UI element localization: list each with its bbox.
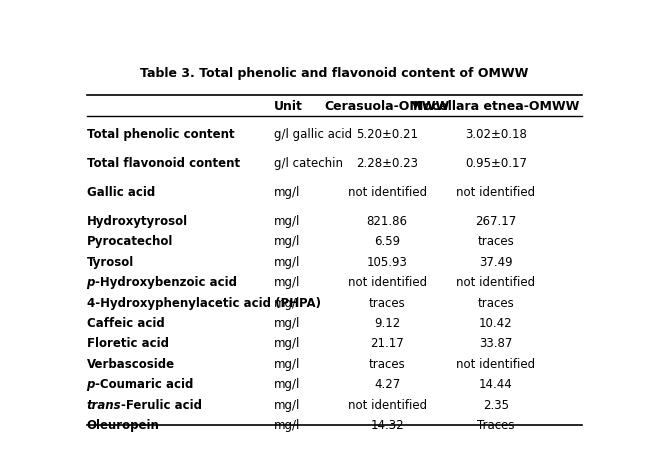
Text: Pyrocatechol: Pyrocatechol xyxy=(87,235,173,248)
Text: Verbascoside: Verbascoside xyxy=(87,358,175,371)
Text: Tyrosol: Tyrosol xyxy=(87,256,134,269)
Text: Unit: Unit xyxy=(274,100,303,113)
Text: mg/l: mg/l xyxy=(274,399,300,412)
Text: 267.17: 267.17 xyxy=(475,215,516,228)
Text: 4.27: 4.27 xyxy=(374,378,400,391)
Text: p: p xyxy=(87,276,95,289)
Text: mg/l: mg/l xyxy=(274,256,300,269)
Text: 6.59: 6.59 xyxy=(374,235,400,248)
Text: Oleuropein: Oleuropein xyxy=(87,419,160,432)
Text: Caffeic acid: Caffeic acid xyxy=(87,317,164,330)
Text: mg/l: mg/l xyxy=(274,419,300,432)
Text: -Hydroxybenzoic acid: -Hydroxybenzoic acid xyxy=(95,276,237,289)
Text: Traces: Traces xyxy=(477,419,514,432)
Text: 2.28±0.23: 2.28±0.23 xyxy=(356,157,418,170)
Text: Nocellara etnea-OMWW: Nocellara etnea-OMWW xyxy=(413,100,579,113)
Text: mg/l: mg/l xyxy=(274,337,300,350)
Text: mg/l: mg/l xyxy=(274,378,300,391)
Text: not identified: not identified xyxy=(348,186,427,199)
Text: traces: traces xyxy=(477,235,514,248)
Text: 14.44: 14.44 xyxy=(479,378,512,391)
Text: 21.17: 21.17 xyxy=(370,337,404,350)
Text: mg/l: mg/l xyxy=(274,297,300,310)
Text: Floretic acid: Floretic acid xyxy=(87,337,169,350)
Text: trans: trans xyxy=(87,399,121,412)
Text: 2.35: 2.35 xyxy=(483,399,509,412)
Text: Table 3. Total phenolic and flavonoid content of OMWW: Table 3. Total phenolic and flavonoid co… xyxy=(140,66,528,80)
Text: 4-Hydroxyphenylacetic acid (PHPA): 4-Hydroxyphenylacetic acid (PHPA) xyxy=(87,297,321,310)
Text: mg/l: mg/l xyxy=(274,186,300,199)
Text: Total flavonoid content: Total flavonoid content xyxy=(87,157,240,170)
Text: Total phenolic content: Total phenolic content xyxy=(87,128,234,141)
Text: 5.20±0.21: 5.20±0.21 xyxy=(356,128,418,141)
Text: -Coumaric acid: -Coumaric acid xyxy=(95,378,193,391)
Text: 33.87: 33.87 xyxy=(479,337,512,350)
Text: mg/l: mg/l xyxy=(274,358,300,371)
Text: mg/l: mg/l xyxy=(274,215,300,228)
Text: mg/l: mg/l xyxy=(274,317,300,330)
Text: Gallic acid: Gallic acid xyxy=(87,186,155,199)
Text: traces: traces xyxy=(477,297,514,310)
Text: 14.32: 14.32 xyxy=(370,419,404,432)
Text: p: p xyxy=(87,378,95,391)
Text: traces: traces xyxy=(369,297,406,310)
Text: g/l gallic acid: g/l gallic acid xyxy=(274,128,351,141)
Text: not identified: not identified xyxy=(456,358,535,371)
Text: 821.86: 821.86 xyxy=(366,215,408,228)
Text: 37.49: 37.49 xyxy=(479,256,512,269)
Text: -Ferulic acid: -Ferulic acid xyxy=(121,399,202,412)
Text: mg/l: mg/l xyxy=(274,235,300,248)
Text: not identified: not identified xyxy=(456,276,535,289)
Text: not identified: not identified xyxy=(348,399,427,412)
Text: Cerasuola-OMWW: Cerasuola-OMWW xyxy=(325,100,450,113)
Text: 0.95±0.17: 0.95±0.17 xyxy=(465,157,527,170)
Text: g/l catechin: g/l catechin xyxy=(274,157,342,170)
Text: mg/l: mg/l xyxy=(274,276,300,289)
Text: not identified: not identified xyxy=(456,186,535,199)
Text: traces: traces xyxy=(369,358,406,371)
Text: not identified: not identified xyxy=(348,276,427,289)
Text: 105.93: 105.93 xyxy=(367,256,408,269)
Text: Hydroxytyrosol: Hydroxytyrosol xyxy=(87,215,188,228)
Text: 9.12: 9.12 xyxy=(374,317,400,330)
Text: 3.02±0.18: 3.02±0.18 xyxy=(465,128,527,141)
Text: 10.42: 10.42 xyxy=(479,317,512,330)
